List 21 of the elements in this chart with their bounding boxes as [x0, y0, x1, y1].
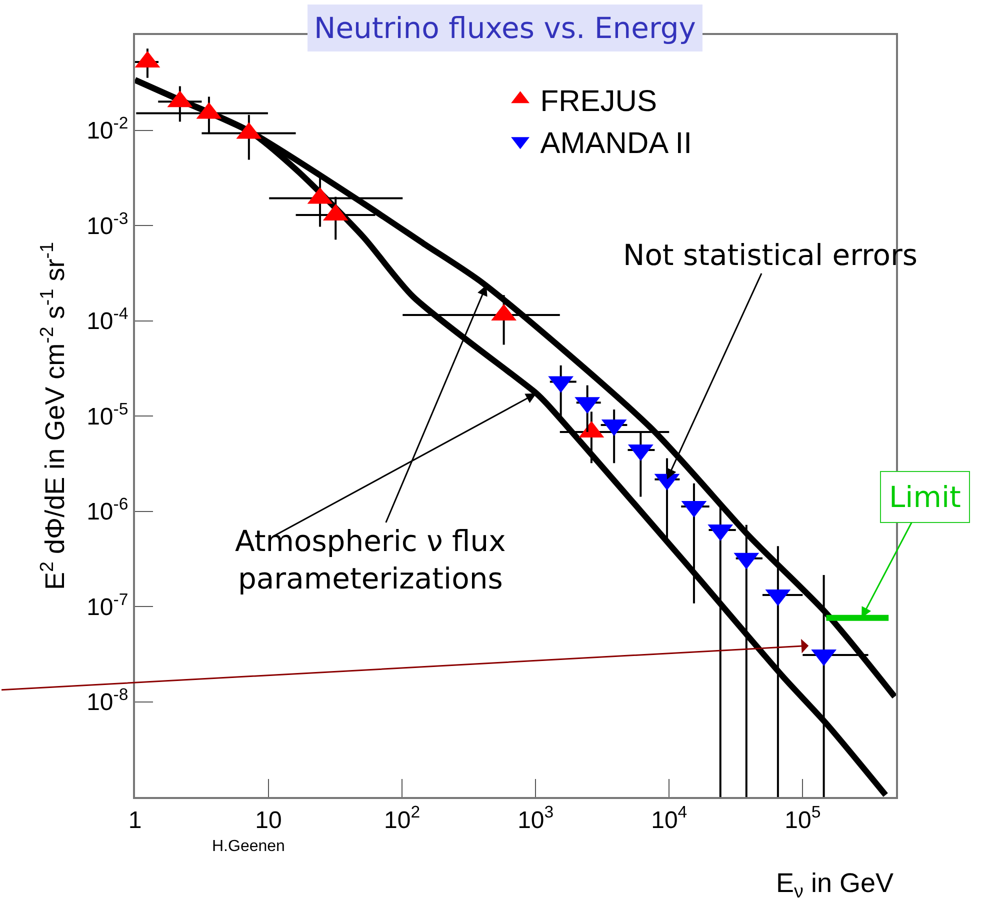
y-tick-label: 10$^{-8}$	[86, 685, 128, 716]
legend-label: AMANDA II	[540, 126, 692, 160]
x-tick-label: 10$^{4}$	[651, 802, 688, 834]
chart-title: Neutrino fluxes vs. Energy	[314, 11, 696, 45]
legend-label: FREJUS	[540, 84, 657, 118]
text: H.Geenen	[212, 838, 285, 855]
y-tick-label: 10$^{-6}$	[86, 494, 128, 526]
y-tick-label: 10$^{-3}$	[86, 208, 128, 240]
x-tick-label: 10	[255, 806, 282, 834]
annotation: Not statistical errors	[623, 238, 918, 272]
y-tick-label: 10$^{-2}$	[86, 114, 128, 145]
y-tick-label: 10$^{-7}$	[86, 590, 128, 621]
x-tick-label: 10$^{3}$	[518, 802, 554, 834]
y-tick-label: 10$^{-5}$	[86, 399, 128, 430]
annotation: Atmospheric ν flux parameterizations	[235, 524, 506, 596]
x-tick-label: 1	[128, 806, 142, 834]
y-tick-label: 10$^{-4}$	[86, 304, 128, 336]
annotation: Limit	[889, 480, 961, 514]
x-axis-title: E$_{ν}$ in GeV	[776, 868, 894, 903]
x-tick-label: 10$^{5}$	[784, 802, 821, 834]
x-tick-label: 10$^{2}$	[384, 802, 420, 834]
